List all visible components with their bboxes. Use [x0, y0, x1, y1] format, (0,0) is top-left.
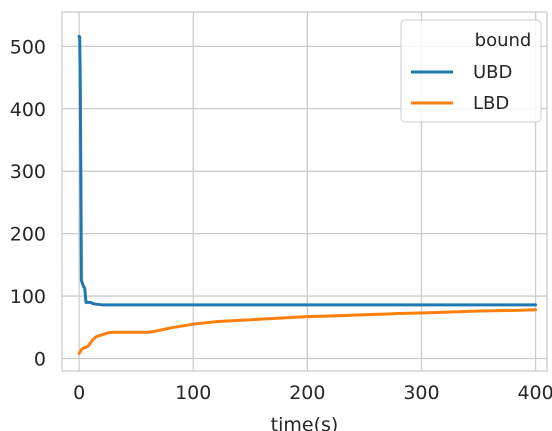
x-tick-label: 300	[403, 382, 439, 404]
x-tick-label: 400	[517, 382, 552, 404]
y-tick-label: 300	[10, 161, 46, 183]
legend-label-ubd: UBD	[473, 62, 512, 83]
x-tick-label: 0	[73, 382, 85, 404]
tick-labels: 0 100 200 300 400 0 100 200 300 400 500	[10, 36, 552, 404]
x-tick-label: 100	[175, 382, 211, 404]
y-tick-label: 200	[10, 224, 46, 246]
x-axis-label: time(s)	[271, 414, 339, 431]
series-line-lbd	[77, 308, 538, 356]
x-tick-label: 200	[289, 382, 325, 404]
y-tick-label: 0	[34, 349, 46, 371]
series-lines	[77, 34, 538, 356]
y-tick-label: 500	[10, 36, 46, 58]
legend-label-lbd: LBD	[473, 93, 509, 114]
y-tick-label: 100	[10, 286, 46, 308]
series-line-ubd	[77, 34, 538, 307]
plot-frame	[61, 11, 548, 372]
y-tick-label: 400	[10, 99, 46, 121]
legend-box	[400, 19, 542, 123]
legend-title: bound	[475, 30, 532, 51]
legend: bound UBD LBD	[400, 19, 542, 123]
